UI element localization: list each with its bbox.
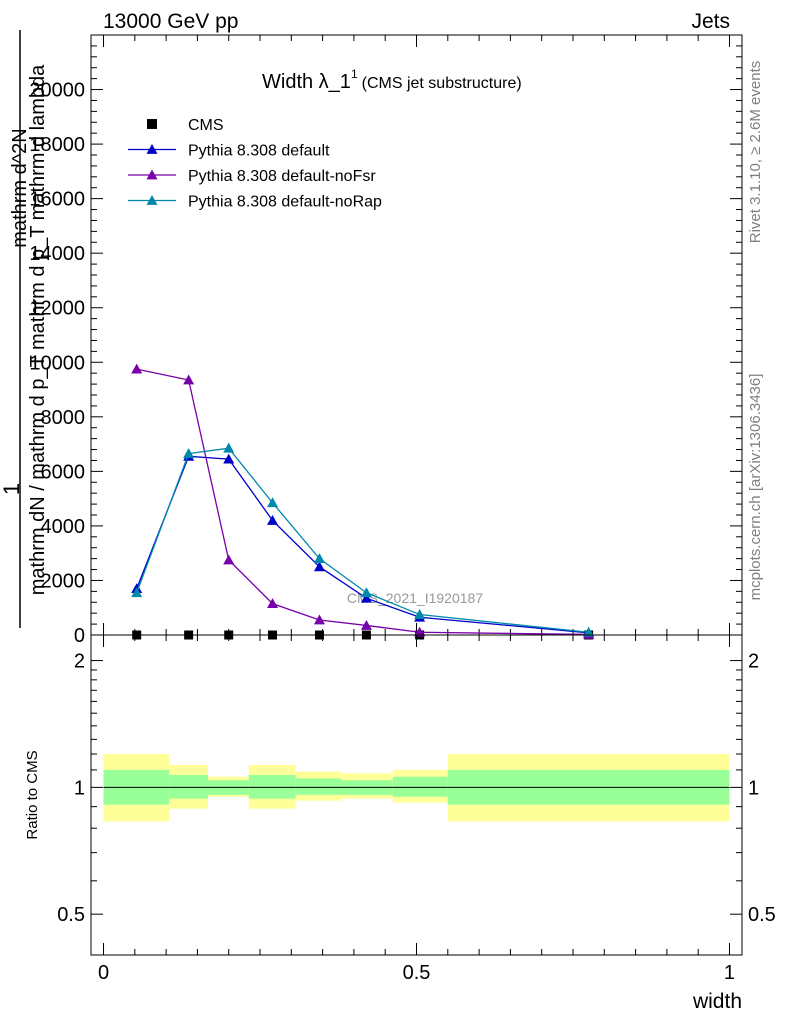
data-point: [414, 609, 426, 619]
data-point: [267, 497, 279, 508]
ratio-inner-band: [295, 778, 342, 795]
main-panel: 0 2000 4000 6000 8000 10000 12000 14000 16000 180…: [0, 30, 743, 647]
main-y-tick-label: 12000: [29, 298, 85, 320]
rivet-version-label: Rivet 3.1.10, ≥ 2.6M events: [747, 61, 764, 244]
main-y-tick-label: 0: [74, 625, 85, 647]
x-axis-label: width: [692, 990, 742, 1013]
ratio-y-tick-label-right: 0.5: [748, 904, 776, 926]
legend-entry: Pythia 8.308 default-noRap: [128, 194, 382, 211]
plot-title-main: Width λ_1: [262, 71, 351, 93]
data-point: [267, 598, 279, 609]
y-label-denominator: mathrm dN / mathrm d p_T mathrm d p_T ma…: [27, 64, 49, 595]
series-pythia-8-308-default-norap: [131, 442, 595, 637]
ratio-y-tick-label-right: 1: [748, 777, 759, 799]
ratio-y-tick-label: 2: [74, 651, 85, 673]
data-point: [223, 554, 235, 565]
x-tick-label: 0: [98, 962, 109, 984]
plot-title-superscript: 1: [351, 67, 358, 81]
plot-title-subtitle: (CMS jet substructure): [362, 75, 522, 92]
main-y-tick-label: 18000: [29, 134, 85, 156]
data-point: [313, 561, 325, 572]
data-point: [360, 592, 372, 603]
ratio-y-tick-label-right: 2: [748, 651, 759, 673]
ratio-inner-band: [248, 774, 296, 799]
ratio-y-tick-label: 1: [74, 777, 85, 799]
y-label-one: 1: [0, 483, 24, 495]
plot-title: Width λ_11 (CMS jet substructure): [262, 67, 522, 93]
legend-marker: [146, 144, 158, 154]
legend-entry: Pythia 8.308 default: [128, 143, 330, 160]
main-y-ticks: 0 2000 4000 6000 8000 10000 12000 14000 16000 180…: [29, 45, 742, 647]
mcplots-label: mcplots.cern.ch [arXiv:1306.3436]: [747, 374, 764, 601]
legend-marker: [146, 169, 158, 180]
data-point: [223, 453, 235, 464]
series-line: [136, 455, 589, 634]
data-point: [360, 587, 372, 598]
legend-marker: [146, 195, 158, 205]
legend-label: CMS: [188, 117, 224, 134]
main-y-tick-label: 4000: [41, 516, 86, 538]
data-point: [267, 514, 279, 525]
data-point: [183, 374, 195, 385]
legend-entry: Pythia 8.308 default-noFsr: [128, 168, 376, 185]
ratio-y-tick-label: 0.5: [57, 904, 85, 926]
ratio-inner-band: [392, 776, 448, 797]
legend-label: Pythia 8.308 default: [188, 143, 330, 160]
data-point: [313, 614, 325, 625]
legend-entry: CMS: [147, 117, 224, 134]
data-point: [131, 587, 143, 598]
data-point: [313, 553, 325, 564]
data-point: [414, 626, 426, 637]
header-energy: 13000 GeV pp: [103, 10, 238, 33]
ratio-y-ticks: 0.5 0.5 1 1 2 2: [57, 651, 776, 927]
data-point: [583, 626, 595, 637]
data-point: [131, 363, 143, 374]
series-line: [136, 368, 589, 636]
data-point: [360, 619, 372, 630]
legend-label: Pythia 8.308 default-noFsr: [188, 168, 376, 185]
main-y-tick-label: 16000: [29, 189, 85, 211]
main-y-axis-label: 1 mathrm d^2N mathrm dN / mathrm d p_T m…: [0, 30, 49, 628]
main-y-tick-label: 10000: [29, 352, 85, 374]
data-point: [183, 448, 195, 459]
x-tick-label: 1: [724, 962, 735, 984]
main-y-tick-label: 8000: [41, 407, 86, 429]
header-process: Jets: [691, 10, 730, 33]
x-tick-label: 0.5: [403, 962, 431, 984]
ratio-panel: 0.5 0.51 12 2 0 0.5 1 Ratio to CMS width: [24, 634, 776, 1013]
main-y-tick-label: 20000: [29, 80, 85, 102]
legend-label: Pythia 8.308 default-noRap: [188, 194, 382, 211]
data-point: [223, 442, 235, 453]
main-y-tick-label: 6000: [41, 461, 86, 483]
ratio-x-ticks: 0 0.5 1: [98, 635, 735, 984]
ratio-inner-band: [169, 774, 209, 799]
ratio-y-axis-label: Ratio to CMS: [24, 750, 41, 839]
legend: CMS Pythia 8.308 default Pythia 8.308 defa…: [128, 117, 382, 211]
legend-marker: [147, 119, 157, 129]
main-y-tick-label: 14000: [29, 243, 85, 265]
series-pythia-8-308-default: [131, 450, 595, 638]
analysis-watermark: CMS_2021_I1920187: [347, 590, 483, 606]
main-y-tick-label: 2000: [41, 570, 86, 592]
series-line: [136, 447, 589, 633]
